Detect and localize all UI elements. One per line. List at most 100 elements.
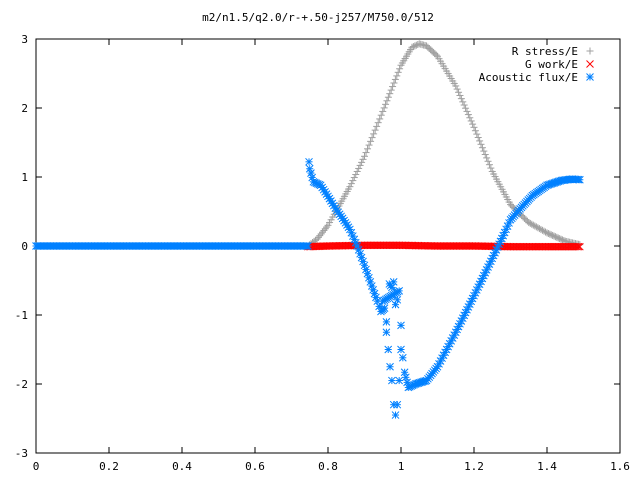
series-point-interp	[538, 226, 546, 234]
series-point-interp	[473, 130, 481, 138]
series-point-interp	[409, 43, 417, 51]
series-point	[388, 376, 396, 385]
series-point-interp	[463, 107, 471, 115]
x-tick-label: 0.4	[172, 460, 192, 473]
y-tick-label: -2	[15, 378, 28, 391]
series-point-interp	[573, 242, 581, 251]
series-point	[379, 107, 387, 115]
series-point-interp	[483, 154, 491, 162]
series-point-interp	[353, 167, 361, 175]
series-point-interp	[312, 236, 320, 244]
series-point-interp	[375, 302, 383, 311]
series-point-interp	[471, 127, 479, 135]
series-point-interp	[529, 221, 537, 229]
y-tick-label: -1	[15, 309, 28, 322]
series-point-interp	[487, 164, 495, 172]
series-point-interp	[350, 174, 358, 182]
chart-title: m2/n1.5/q2.0/r-+.50-j257/M750.0/512	[202, 11, 434, 24]
series-point	[361, 152, 368, 160]
series-point-interp	[541, 228, 549, 236]
x-tick-label: 1.2	[464, 460, 484, 473]
x-tick-label: 0.6	[245, 460, 265, 473]
series-point-interp	[389, 83, 397, 91]
series-point-interp	[352, 171, 360, 179]
series-point-interp	[532, 223, 540, 231]
series-point-interp	[365, 273, 373, 282]
series-point-interp	[574, 242, 583, 251]
series-point-interp	[526, 219, 534, 227]
x-tick-label: 0	[33, 460, 40, 473]
series-point-interp	[534, 224, 542, 232]
series-point-interp	[386, 90, 394, 98]
series-point-interp	[359, 155, 367, 163]
legend-swatch	[586, 73, 594, 81]
series-point	[380, 304, 389, 312]
series-point-interp	[481, 150, 489, 158]
series-point-interp	[329, 201, 338, 210]
y-tick-label: 1	[21, 171, 28, 184]
x-tick-label: 0.2	[99, 460, 119, 473]
series-point	[398, 353, 407, 362]
series-point-interp	[476, 137, 484, 145]
series-point-interp	[540, 227, 548, 235]
series-point-interp	[467, 117, 475, 125]
series-point-interp	[477, 140, 485, 148]
y-tick-label: 0	[21, 240, 28, 253]
series-point-interp	[396, 65, 404, 73]
axis-tick-labels: 0 0.2 0.4 0.6 0.8 1 1.2 1.4 1.6 3 2 1 0 -1 -2 -3	[15, 33, 630, 473]
series-point-interp	[464, 111, 472, 119]
series-point	[391, 411, 400, 419]
series-point-interp	[460, 101, 468, 109]
series-point	[393, 295, 402, 304]
series-point-interp	[474, 134, 482, 142]
series-point-interp	[382, 100, 390, 108]
series-point-interp	[458, 314, 467, 323]
series-point-interp	[402, 373, 410, 382]
legend-label: Acoustic flux/E	[479, 71, 578, 84]
series-point-interp	[364, 145, 372, 153]
series-point	[386, 362, 394, 371]
series-point	[400, 368, 409, 377]
series-point	[305, 157, 313, 166]
x-tick-label: 0.8	[318, 460, 338, 473]
series-1	[304, 241, 584, 251]
series-point-interp	[537, 225, 545, 233]
series-point	[575, 175, 584, 184]
legend-label: G work/E	[525, 58, 578, 71]
series-point-interp	[445, 339, 454, 348]
series-point-interp	[383, 97, 391, 105]
series-point-interp	[457, 95, 465, 103]
series-point-interp	[358, 158, 366, 166]
series-point-interp	[370, 130, 378, 138]
series-point-interp	[365, 141, 373, 149]
series-point-interp	[323, 223, 331, 231]
series-point-interp	[377, 111, 385, 119]
series-point-interp	[391, 75, 399, 83]
series-point-interp	[480, 147, 488, 155]
y-tick-label: -3	[15, 447, 28, 460]
series-point-interp	[464, 303, 473, 311]
series-point-interp	[394, 68, 402, 76]
series-point-interp	[535, 225, 543, 233]
series-point-interp	[373, 122, 381, 130]
series-2	[32, 157, 584, 419]
series-point-interp	[367, 137, 375, 145]
series-point-interp	[390, 79, 398, 87]
series-point-interp	[478, 144, 486, 152]
legend-swatch	[586, 47, 594, 55]
series-point-interp	[453, 85, 461, 93]
series-point-interp	[462, 104, 470, 112]
series-point-interp	[469, 120, 477, 128]
series-point	[305, 164, 314, 173]
series-point	[397, 321, 405, 330]
series-point	[384, 345, 393, 354]
series-point-interp	[485, 161, 493, 169]
series-point	[393, 400, 402, 409]
series-point-interp	[411, 42, 419, 50]
series-point-interp	[531, 222, 539, 230]
series-point-interp	[393, 72, 401, 80]
series-point-interp	[355, 164, 363, 172]
series-point-interp	[528, 220, 536, 228]
